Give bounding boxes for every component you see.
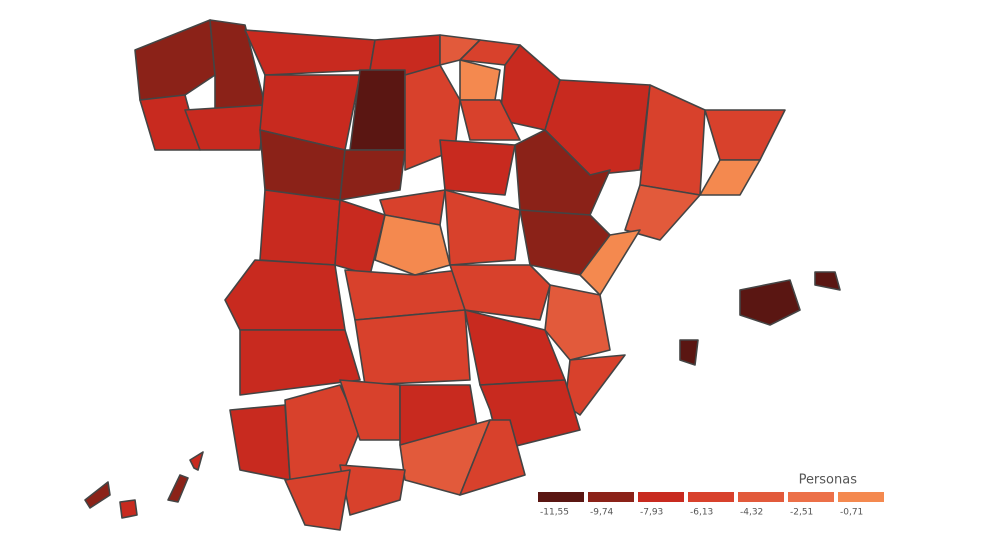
region [349,69,406,151]
legend-title: Personas [799,473,858,488]
region [259,189,341,266]
legend-label: -2,51 [790,508,813,518]
region [624,184,701,241]
regions [84,19,841,531]
region [459,99,521,141]
region [189,451,204,471]
legend-label: -6,13 [690,508,713,518]
legend-label: -11,55 [540,508,569,518]
region [459,59,501,101]
region [544,284,611,361]
legend-swatch [588,492,634,502]
legend-label: -4,32 [740,508,763,518]
region [184,104,266,151]
region [339,149,406,201]
region [704,109,786,161]
region [229,404,291,481]
region [739,279,801,326]
region [239,329,361,396]
region [444,189,521,266]
region [639,84,706,196]
region [339,464,406,516]
legend-swatch [688,492,734,502]
region [439,139,516,196]
region [814,271,841,291]
region [544,79,651,176]
region [374,214,451,276]
legend-label: -0,71 [840,508,863,518]
region [449,264,551,321]
region [84,481,111,509]
region [679,339,699,366]
region [354,309,471,386]
region [564,354,626,416]
legend-label: -7,93 [640,508,663,518]
legend-label: -9,74 [590,508,614,518]
legend-swatch [538,492,584,502]
region [334,199,386,276]
region [134,19,216,101]
region [284,384,361,481]
region [284,469,351,531]
legend: -11,55 -9,74 -7,93 -6,13 -4,32 -2,51 -0,71 [538,492,884,518]
region [224,259,346,331]
legend-swatch [838,492,884,502]
region [119,499,138,519]
legend-swatch [738,492,784,502]
legend-swatch [788,492,834,502]
region [244,29,376,76]
region [459,419,526,496]
legend-swatch [638,492,684,502]
region [699,159,761,196]
region [167,474,189,503]
